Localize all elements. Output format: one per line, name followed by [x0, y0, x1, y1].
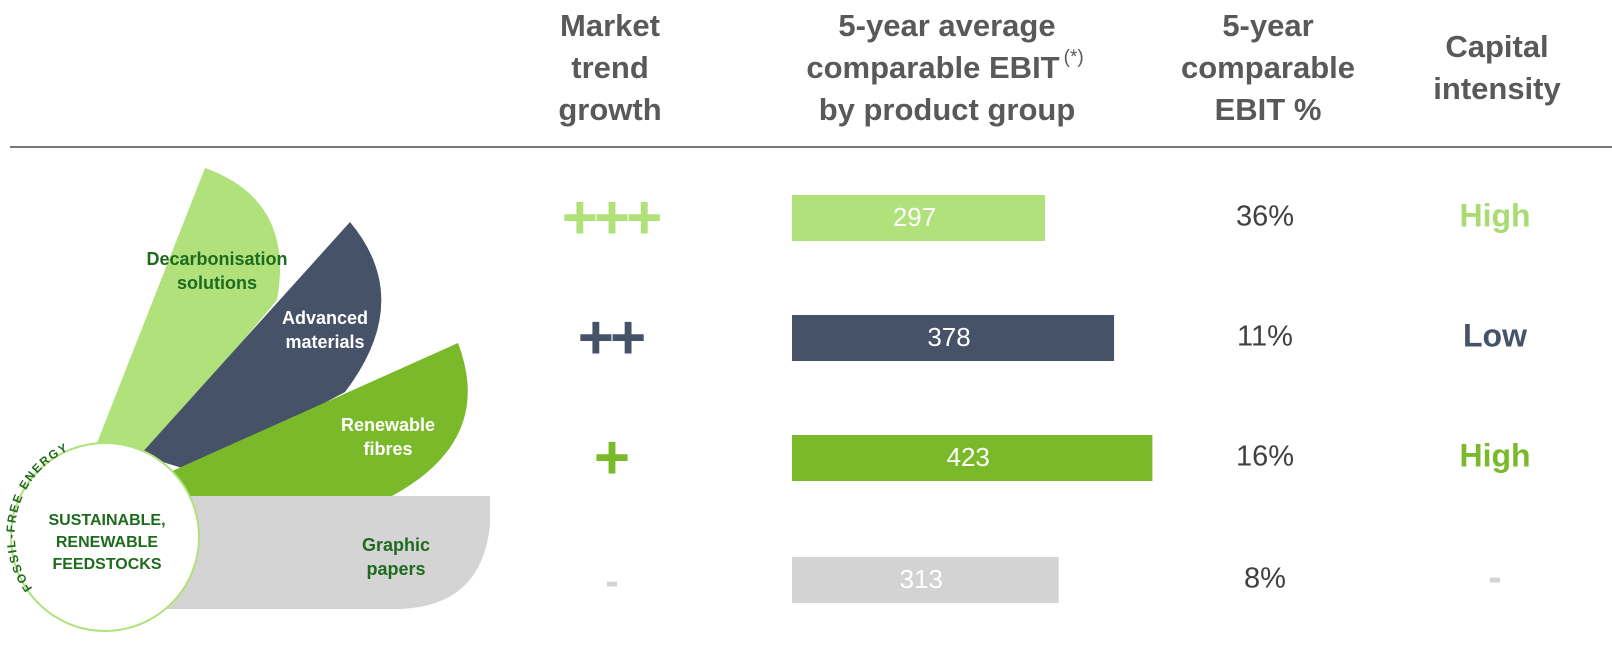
column-header: Capital: [1445, 29, 1548, 64]
capital-intensity: Low: [1463, 317, 1527, 353]
petal: [95, 168, 280, 452]
petal-label: fibres: [363, 439, 412, 459]
center-label: RENEWABLE: [56, 534, 159, 551]
petal-label: materials: [285, 332, 364, 352]
ebit-bar: [792, 435, 1153, 481]
capital-intensity: High: [1459, 197, 1530, 233]
capital-intensity: High: [1459, 437, 1530, 473]
column-header: 5-year: [1222, 8, 1313, 43]
ebit-label: 297: [893, 202, 936, 232]
petal: [170, 343, 468, 498]
fan-diagram: FOSSIL-FREE ENERGY: [4, 168, 490, 632]
column-header: intensity: [1433, 71, 1561, 106]
ebit-pct: 36%: [1236, 201, 1294, 233]
column-header: trend: [571, 50, 649, 85]
petal: [150, 496, 490, 609]
ebit-pct: 16%: [1236, 441, 1294, 473]
ebit-bar: [792, 315, 1115, 361]
trend: ++: [578, 303, 644, 372]
trend: +: [594, 423, 628, 492]
column-header: comparable EBIT: [806, 50, 1059, 85]
column-header: Market: [560, 8, 660, 43]
ebit-label: 378: [927, 322, 970, 352]
header-note: (*): [1064, 47, 1084, 68]
center-circle: [10, 442, 200, 632]
ebit-pct: 11%: [1237, 321, 1293, 353]
ebit-label: 423: [947, 442, 990, 472]
ebit-label: 313: [900, 564, 943, 594]
column-header: 5-year average: [838, 8, 1055, 43]
column-header: comparable: [1181, 50, 1355, 85]
petal: [140, 222, 382, 472]
petal-label: solutions: [177, 273, 257, 293]
column-header: EBIT %: [1215, 92, 1322, 127]
petal-label: Advanced: [282, 308, 368, 328]
column-header: by product group: [819, 92, 1076, 127]
center-label: SUSTAINABLE,: [48, 512, 165, 529]
ebit-bar: [792, 557, 1059, 603]
trend: +++: [562, 183, 660, 252]
capital-intensity: -: [1488, 556, 1501, 600]
ebit-pct: 8%: [1244, 563, 1286, 595]
petal-label: Graphic: [362, 535, 430, 555]
center-label: FEEDSTOCKS: [52, 556, 161, 573]
trend: -: [605, 560, 617, 604]
petal-label: Decarbonisation: [146, 249, 287, 269]
column-header: growth: [558, 92, 661, 127]
petal-label: Renewable: [341, 415, 435, 435]
petal-label: papers: [366, 559, 425, 579]
ebit-bar: [792, 195, 1046, 241]
